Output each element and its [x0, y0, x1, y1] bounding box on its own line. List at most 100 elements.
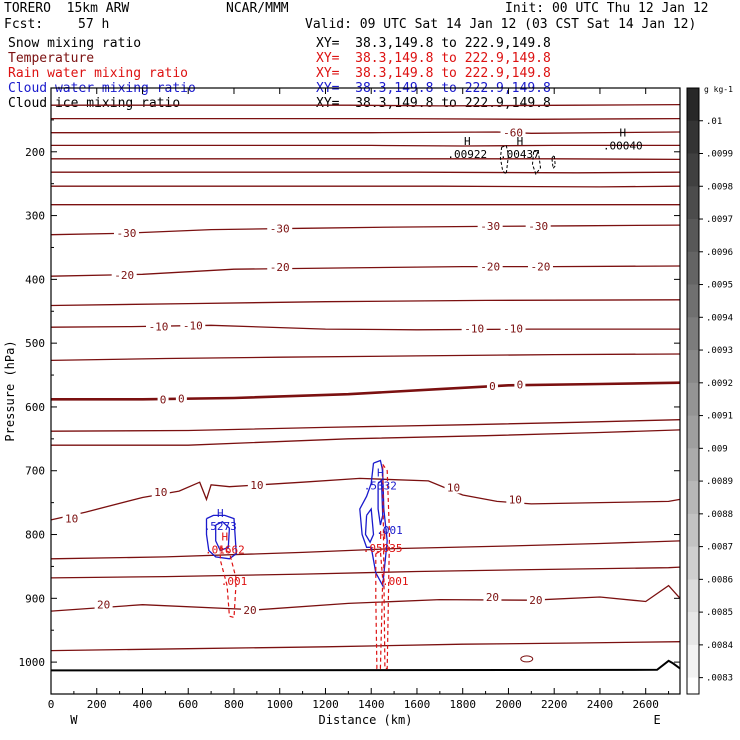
- legend-temperature-label: Temperature: [8, 51, 95, 66]
- cloud-water-contour: [377, 478, 384, 526]
- colorbar-swatch: [687, 415, 699, 449]
- colorbar-tick-label: .0096: [706, 248, 733, 258]
- extrema-value: .00040: [603, 140, 643, 153]
- cloud-water-contour: [205, 514, 237, 560]
- x-tick-label: 1000: [266, 698, 293, 711]
- valid-time: Valid: 09 UTC Sat 14 Jan 12 (03 CST Sat …: [305, 17, 697, 32]
- x-end-label-east: E: [654, 713, 661, 727]
- isotherm-label: 10: [250, 479, 263, 492]
- legend-snow-label: Snow mixing ratio: [8, 36, 142, 51]
- isotherm-line: [50, 265, 681, 277]
- isotherm-label: -10: [503, 322, 523, 335]
- colorbar-tick-label: .0086: [706, 575, 733, 585]
- isotherm-line: [51, 158, 681, 161]
- x-tick-label: 400: [133, 698, 153, 711]
- x-tick-label: 2400: [587, 698, 614, 711]
- y-tick-label: 700: [25, 465, 45, 478]
- x-tick-label: 1400: [358, 698, 385, 711]
- colorbar-swatch: [687, 382, 699, 417]
- colorbar-tick-label: .0095: [706, 281, 733, 291]
- isotherm-line: [51, 429, 681, 446]
- colorbar-tick-label: .0093: [706, 346, 733, 356]
- colorbar-tick-label: .0084: [706, 641, 733, 651]
- rain-water-contour: [219, 546, 237, 619]
- isotherm-label-bg: [111, 268, 137, 281]
- isotherm-label-bg: [477, 219, 503, 232]
- cloud-ice-contour: [499, 144, 510, 176]
- init-time: Init: 00 UTC Thu 12 Jan 12: [505, 1, 709, 16]
- colorbar-tick-label: .009: [706, 444, 728, 454]
- x-tick-label: 800: [224, 698, 244, 711]
- y-tick-label: 900: [25, 592, 45, 605]
- isotherm-line: [50, 566, 681, 579]
- cloud-water-contour: [215, 521, 231, 552]
- isotherm-label-bg: [94, 598, 113, 611]
- isotherm-label: 10: [447, 481, 460, 494]
- colorbar-swatch: [687, 448, 699, 482]
- legend-cloud-ice-label: Cloud ice mixing ratio: [8, 96, 181, 111]
- center-name: NCAR/MMM: [226, 1, 289, 16]
- colorbar-tick-label: .0088: [706, 510, 733, 520]
- extrema-value: .00437: [500, 148, 540, 161]
- y-axis-label: Pressure (hPa): [3, 340, 17, 441]
- colorbar-tick-label: .0094: [706, 313, 733, 323]
- legend-cloud-ice-xy: XY= 38.3,149.8 to 222.9,149.8: [316, 96, 551, 111]
- isotherm-label: -30: [528, 220, 548, 233]
- extrema-marker: H: [517, 135, 524, 148]
- colorbar-swatch: [687, 513, 699, 548]
- isotherm-line: [50, 419, 681, 432]
- colorbar-swatch: [687, 579, 699, 613]
- isotherm-label: 10: [509, 493, 522, 506]
- isotherm-label-bg: [500, 126, 526, 139]
- isotherm-label-bg: [500, 322, 526, 335]
- isotherm-label-bg: [525, 219, 551, 232]
- y-tick-label: 200: [25, 146, 45, 159]
- contour-value-label: .001: [376, 524, 403, 537]
- isotherm-label-bg: [477, 260, 503, 273]
- model-name: TORERO 15km ARW: [4, 1, 130, 16]
- isotherm-label-bg: [151, 485, 170, 498]
- extrema-marker: H: [620, 127, 627, 140]
- x-tick-label: 600: [178, 698, 198, 711]
- extrema-marker: H: [217, 507, 224, 520]
- colorbar-tick-label: .0092: [706, 379, 733, 389]
- extrema-value: .01662: [205, 543, 245, 556]
- legend-cloud-water-label: Cloud water mixing ratio: [8, 81, 196, 96]
- isotherm-line: [51, 185, 681, 188]
- isotherm-label-bg: [62, 512, 81, 525]
- colorbar-swatch: [687, 350, 699, 384]
- isotherm-line: [51, 381, 681, 401]
- colorbar-swatch: [687, 88, 699, 122]
- extrema-marker: H: [464, 135, 471, 148]
- y-tick-label: 400: [25, 273, 45, 286]
- colorbar-swatch: [687, 186, 699, 220]
- colorbar-tick-label: .0097: [706, 215, 733, 225]
- colorbar-tick-label: .0091: [706, 412, 733, 422]
- isotherm-label: 20: [243, 604, 256, 617]
- legend-snow-xy: XY= 38.3,149.8 to 222.9,149.8: [316, 36, 551, 51]
- colorbar-swatch: [687, 317, 699, 351]
- isotherm-label: 0: [489, 380, 496, 393]
- y-tick-label: 300: [25, 210, 45, 223]
- isotherm-label-bg: [267, 261, 293, 274]
- colorbar-swatch: [687, 219, 699, 253]
- x-end-label-west: W: [70, 713, 78, 727]
- legend-rain-label: Rain water mixing ratio: [8, 66, 189, 81]
- cloud-ice-contour: [551, 153, 556, 170]
- isotherm-label-bg: [483, 591, 502, 604]
- colorbar-swatch: [687, 644, 699, 679]
- isotherm-label-bg: [175, 392, 187, 405]
- colorbar-tick-label: .0098: [706, 182, 733, 192]
- isotherm-line: [50, 540, 681, 560]
- isotherm-line: [50, 584, 681, 612]
- isotherm-label: 0: [160, 393, 167, 406]
- isotherm-label-bg: [486, 379, 498, 392]
- plot-frame: [50, 87, 681, 695]
- isotherm-label: -20: [480, 261, 500, 274]
- colorbar-frame: [686, 87, 700, 695]
- colorbar-swatch: [687, 546, 699, 580]
- forecast-label: Fcst:: [4, 17, 44, 32]
- isotherm-label: 0: [517, 379, 524, 392]
- isotherm-label: -60: [503, 127, 523, 140]
